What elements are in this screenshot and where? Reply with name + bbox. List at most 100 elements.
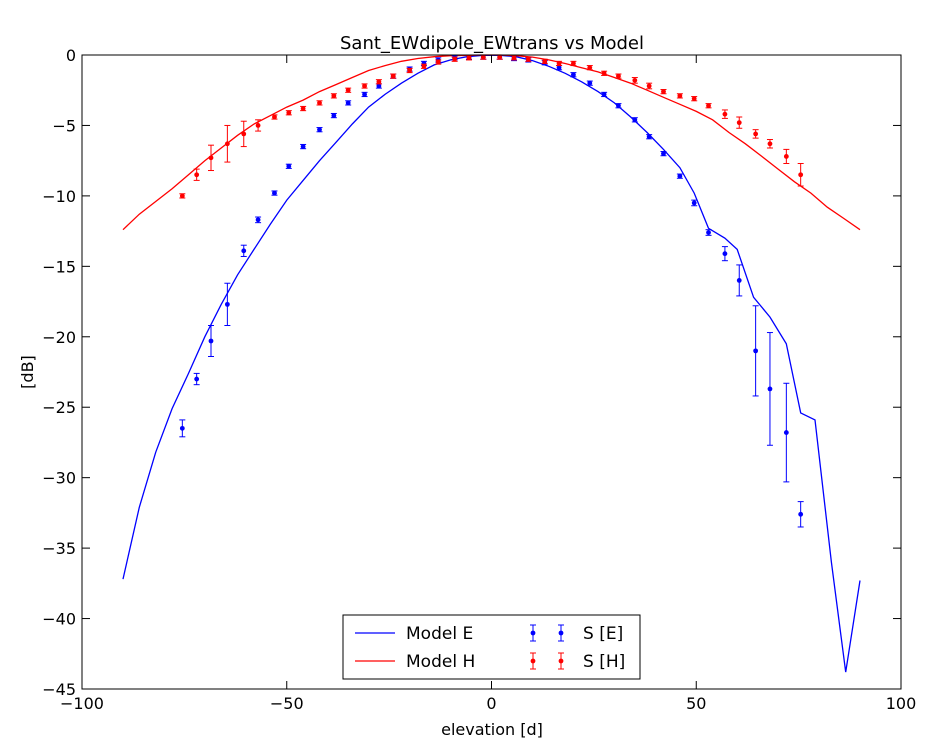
data-marker [798,172,804,178]
data-marker [300,144,306,149]
data-point-s-h [691,96,698,102]
data-marker [706,230,711,235]
data-point-s-h [375,79,382,85]
data-point-s-e [601,91,608,98]
data-point-s-h [721,109,728,119]
data-marker [616,103,621,109]
x-tick-label: 50 [686,694,706,713]
data-marker [255,217,261,223]
y-tick-label: −10 [42,187,76,206]
data-point-s-h [631,77,638,84]
data-marker [331,113,337,118]
data-point-s-h [271,114,278,120]
data-marker [767,141,773,147]
data-marker [241,248,247,254]
data-point-s-h [255,119,262,132]
data-point-s-h [361,83,368,89]
data-marker [601,70,607,76]
data-marker [331,93,337,99]
data-marker [677,93,683,99]
y-axis-label: [dB] [18,355,37,389]
data-marker [345,100,351,106]
data-marker [571,61,576,66]
data-marker [224,141,230,147]
data-point-s-e [736,264,743,297]
data-point-s-h [586,65,593,71]
y-tick-label: −20 [42,328,76,347]
data-point-s-h [736,116,743,129]
data-marker [179,193,185,199]
data-marker [466,55,472,61]
data-marker [722,251,728,257]
data-point-s-e [766,332,773,446]
data-point-s-e [586,80,593,86]
data-marker [783,154,789,159]
data-marker [706,103,711,109]
data-marker [345,87,351,93]
data-marker [376,83,382,89]
x-tick-label: −50 [270,694,304,713]
axis-ticks: −100 −50 0 50 100 0 −5 −10 −15 −20 −25 −30 −35 −40 −45 [42,46,916,713]
data-point-s-h [705,103,712,109]
data-point-s-h [570,60,577,67]
legend-s-h-label: S [H] [583,652,625,672]
data-point-s-h [752,129,759,139]
data-point-s-h [345,87,352,93]
data-marker [661,89,666,95]
data-point-s-e [570,72,577,78]
legend: Model E Model H S [E] S [H] [342,614,641,680]
data-point-s-h [285,110,292,116]
data-marker [317,127,322,133]
data-marker [286,163,292,169]
data-marker [691,96,697,102]
y-tick-label: −45 [42,680,76,699]
data-point-s-h [435,59,442,65]
data-marker [542,58,548,64]
data-marker [646,83,652,89]
x-tick-label: 0 [486,694,496,713]
data-point-s-h [601,70,608,76]
y-tick-label: −40 [42,610,76,629]
data-point-s-h [541,58,548,64]
data-point-s-e [207,325,214,358]
y-tick-label: −30 [42,469,76,488]
data-marker [556,61,562,66]
legend-model-e-label: Model E [406,624,473,644]
y-tick-label: 0 [66,46,76,65]
data-marker [616,73,621,79]
data-marker [587,80,593,86]
data-marker [224,301,230,307]
data-marker [753,348,759,354]
data-point-s-e [646,134,653,140]
data-point-s-e [193,372,200,386]
data-point-s-h [646,82,653,90]
legend-model-h-label: Model H [406,652,475,672]
data-marker [300,106,306,111]
data-marker [317,100,322,106]
data-point-s-e [300,143,307,150]
x-tick-label: 100 [886,694,917,713]
y-tick-label: −35 [42,539,76,558]
data-marker [661,151,666,157]
data-marker [632,117,638,123]
data-marker [571,72,576,78]
data-point-s-e [285,163,292,169]
data-point-s-h [525,56,532,62]
data-point-s-e [240,244,247,257]
data-point-s-e [361,91,368,98]
data-point-s-e [783,382,790,483]
data-marker [208,155,214,161]
data-marker [736,278,742,283]
legend-s-e-label: S [E] [583,624,623,644]
data-point-s-h [465,55,472,61]
data-marker [556,65,562,71]
data-point-s-h [676,93,683,99]
data-point-s-e [660,151,667,157]
data-marker [407,68,412,73]
data-marker [677,173,683,179]
data-point-s-h [240,120,247,148]
data-marker [179,425,185,431]
data-marker [525,56,531,62]
data-marker [390,73,396,79]
